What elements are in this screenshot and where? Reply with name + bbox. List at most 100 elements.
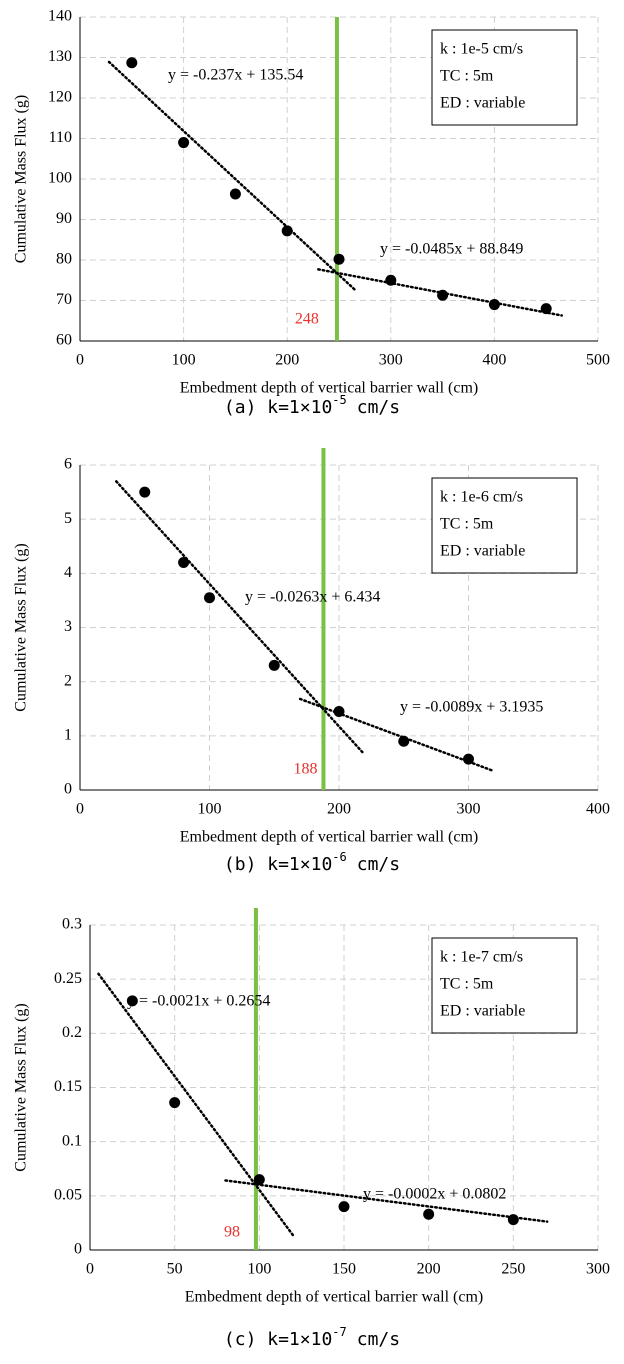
trendline (107, 60, 356, 291)
x-tick-label: 200 (327, 801, 351, 818)
data-point (229, 188, 241, 200)
annotation-text: k : 1e-7 cm/s (440, 949, 523, 966)
y-tick-label: 0.15 (54, 1078, 82, 1095)
caption-exponent: -7 (332, 1325, 346, 1339)
data-point (423, 1208, 435, 1220)
caption-unit: cm/s (357, 854, 400, 875)
caption-exponent: -6 (332, 850, 346, 864)
y-tick-label: 5 (64, 510, 72, 527)
y-axis-title: Cumulative Mass Flux (g) (13, 543, 30, 711)
annotation-box (431, 29, 578, 126)
annotation-text: ED : variable (440, 95, 525, 112)
y-axis-title: Cumulative Mass Flux (g) (13, 1003, 30, 1171)
y-tick-label: 0.3 (62, 916, 82, 933)
annotation-text: TC : 5m (440, 976, 494, 993)
x-axis-title: Embedment depth of vertical barrier wall… (180, 380, 479, 397)
caption-prefix: (a) k=1×10 (224, 397, 332, 418)
x-tick-label: 0 (76, 352, 84, 369)
cutoff-label: 248 (295, 311, 319, 328)
x-tick-label: 300 (586, 1261, 610, 1278)
annotation-text: ED : variable (440, 543, 525, 560)
data-point (338, 1201, 350, 1213)
y-tick-label: 1 (64, 727, 72, 744)
trendline-equation: y = -0.237x + 135.54 (168, 67, 303, 84)
trendline-equation: y = -0.0263x + 6.434 (245, 589, 380, 606)
caption-unit: cm/s (357, 397, 400, 418)
caption-exponent: -5 (332, 393, 346, 407)
y-tick-label: 0 (74, 1241, 82, 1258)
y-tick-label: 3 (64, 618, 72, 635)
x-axis-title: Embedment depth of vertical barrier wall… (185, 1289, 484, 1306)
data-point (437, 289, 449, 301)
data-point (488, 299, 500, 311)
caption: (a) k=1×10-5 cm/s (224, 393, 400, 419)
y-tick-label: 130 (48, 48, 72, 65)
data-point (253, 1174, 265, 1186)
trendline-equation: y = -0.0002x + 0.0802 (363, 1186, 506, 1203)
data-point (139, 486, 151, 498)
data-point (178, 557, 190, 568)
x-tick-label: 400 (586, 801, 610, 818)
x-tick-label: 50 (167, 1261, 183, 1278)
annotation-box (431, 477, 578, 574)
x-tick-label: 100 (172, 352, 196, 369)
data-point (463, 753, 474, 765)
y-tick-label: 4 (64, 564, 72, 581)
y-tick-label: 0.2 (62, 1024, 82, 1041)
data-point (385, 274, 397, 286)
caption-unit: cm/s (357, 1329, 400, 1350)
x-tick-label: 150 (332, 1261, 356, 1278)
caption-prefix: (c) k=1×10 (224, 1329, 332, 1350)
data-point (204, 592, 215, 604)
y-tick-label: 70 (56, 291, 72, 308)
y-tick-label: 90 (56, 210, 72, 227)
x-tick-label: 400 (482, 352, 506, 369)
caption-prefix: (b) k=1×10 (224, 854, 332, 875)
trendline (298, 697, 494, 772)
trendline (97, 972, 295, 1237)
cutoff-label: 188 (293, 761, 317, 778)
data-point (398, 735, 410, 747)
y-tick-label: 140 (48, 8, 72, 25)
y-tick-label: 6 (64, 456, 72, 473)
y-tick-label: 100 (48, 170, 72, 187)
annotation-text: TC : 5m (440, 516, 494, 533)
x-tick-label: 300 (379, 352, 403, 369)
y-tick-label: 110 (49, 129, 72, 146)
x-tick-label: 250 (501, 1261, 525, 1278)
x-tick-label: 200 (417, 1261, 441, 1278)
x-tick-label: 0 (76, 801, 84, 818)
caption: (c) k=1×10-7 cm/s (224, 1325, 400, 1351)
annotation-text: TC : 5m (440, 68, 494, 85)
y-tick-label: 120 (48, 89, 72, 106)
x-tick-label: 100 (198, 801, 222, 818)
y-tick-label: 80 (56, 251, 72, 268)
x-tick-label: 100 (247, 1261, 271, 1278)
annotation-box (431, 937, 578, 1034)
trendline-equation: y = -0.0021x + 0.2654 (127, 993, 270, 1010)
cutoff-label: 98 (224, 1224, 240, 1241)
x-axis-title: Embedment depth of vertical barrier wall… (180, 829, 479, 846)
trendline-equation: y = -0.0485x + 88.849 (380, 241, 523, 258)
y-axis-title: Cumulative Mass Flux (g) (13, 95, 30, 263)
annotation-text: k : 1e-6 cm/s (440, 489, 523, 506)
data-point (169, 1097, 181, 1109)
x-tick-label: 0 (86, 1261, 94, 1278)
data-point (333, 253, 345, 265)
data-point (126, 57, 138, 69)
caption: (b) k=1×10-6 cm/s (224, 850, 400, 876)
y-tick-label: 2 (64, 672, 72, 689)
data-point (333, 705, 345, 717)
y-tick-label: 0 (64, 781, 72, 798)
data-point (281, 225, 293, 237)
x-tick-label: 500 (586, 352, 610, 369)
data-point (268, 659, 280, 671)
trendline-equation: y = -0.0089x + 3.1935 (400, 699, 543, 716)
data-point (178, 137, 190, 149)
annotation-text: k : 1e-5 cm/s (440, 41, 523, 58)
trendline (224, 1179, 549, 1223)
data-point (126, 995, 138, 1007)
data-point (540, 303, 552, 315)
